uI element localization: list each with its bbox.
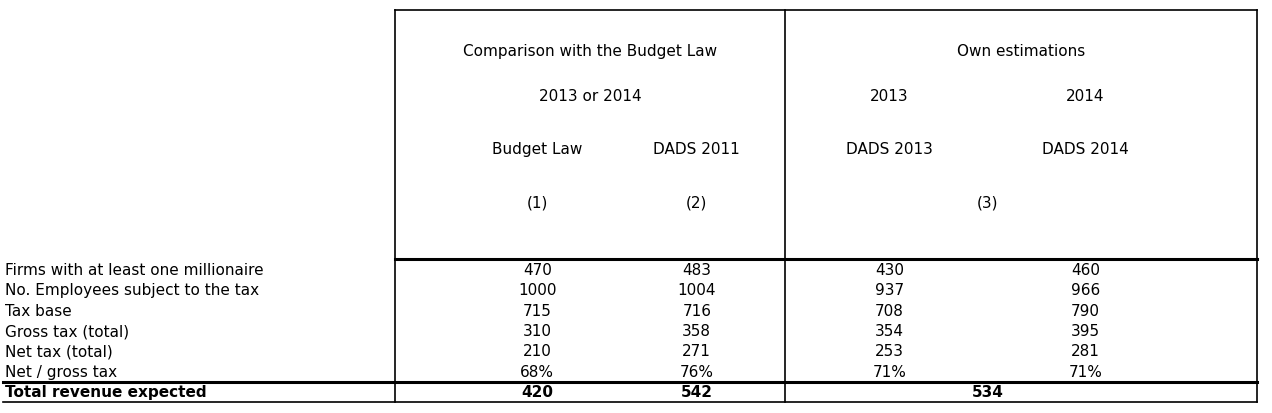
Text: 2013: 2013 bbox=[870, 89, 908, 104]
Text: 2014: 2014 bbox=[1066, 89, 1105, 104]
Text: (1): (1) bbox=[527, 195, 548, 210]
Text: 460: 460 bbox=[1071, 262, 1100, 277]
Text: 271: 271 bbox=[682, 344, 711, 358]
Text: 281: 281 bbox=[1071, 344, 1100, 358]
Text: (2): (2) bbox=[686, 195, 707, 210]
Text: Net / gross tax: Net / gross tax bbox=[5, 364, 117, 379]
Text: 937: 937 bbox=[875, 282, 904, 297]
Text: 71%: 71% bbox=[873, 364, 906, 379]
Text: 1004: 1004 bbox=[678, 282, 716, 297]
Text: (3): (3) bbox=[977, 195, 999, 210]
Text: 210: 210 bbox=[523, 344, 552, 358]
Text: Own estimations: Own estimations bbox=[957, 44, 1085, 59]
Text: Firms with at least one millionaire: Firms with at least one millionaire bbox=[5, 262, 263, 277]
Text: 716: 716 bbox=[682, 303, 711, 318]
Text: 76%: 76% bbox=[679, 364, 714, 379]
Text: Tax base: Tax base bbox=[5, 303, 73, 318]
Text: 395: 395 bbox=[1071, 323, 1100, 338]
Text: Total revenue expected: Total revenue expected bbox=[5, 385, 207, 399]
Text: DADS 2013: DADS 2013 bbox=[846, 142, 932, 157]
Text: 534: 534 bbox=[972, 385, 1004, 399]
Text: DADS 2011: DADS 2011 bbox=[654, 142, 740, 157]
Text: 542: 542 bbox=[681, 385, 712, 399]
Text: 483: 483 bbox=[682, 262, 711, 277]
Text: DADS 2014: DADS 2014 bbox=[1042, 142, 1130, 157]
Text: 430: 430 bbox=[875, 262, 904, 277]
Text: 358: 358 bbox=[682, 323, 711, 338]
Text: 420: 420 bbox=[522, 385, 553, 399]
Text: 708: 708 bbox=[875, 303, 903, 318]
Text: 253: 253 bbox=[875, 344, 904, 358]
Text: 68%: 68% bbox=[520, 364, 555, 379]
Text: 71%: 71% bbox=[1068, 364, 1103, 379]
Text: 1000: 1000 bbox=[518, 282, 556, 297]
Text: No. Employees subject to the tax: No. Employees subject to the tax bbox=[5, 282, 259, 297]
Text: 966: 966 bbox=[1071, 282, 1100, 297]
Text: 790: 790 bbox=[1071, 303, 1100, 318]
Text: 310: 310 bbox=[523, 323, 552, 338]
Text: Gross tax (total): Gross tax (total) bbox=[5, 323, 130, 338]
Text: 2013 or 2014: 2013 or 2014 bbox=[539, 89, 641, 104]
Text: Budget Law: Budget Law bbox=[492, 142, 583, 157]
Text: 354: 354 bbox=[875, 323, 904, 338]
Text: 470: 470 bbox=[523, 262, 552, 277]
Text: Comparison with the Budget Law: Comparison with the Budget Law bbox=[463, 44, 717, 59]
Text: 715: 715 bbox=[523, 303, 552, 318]
Text: Net tax (total): Net tax (total) bbox=[5, 344, 113, 358]
